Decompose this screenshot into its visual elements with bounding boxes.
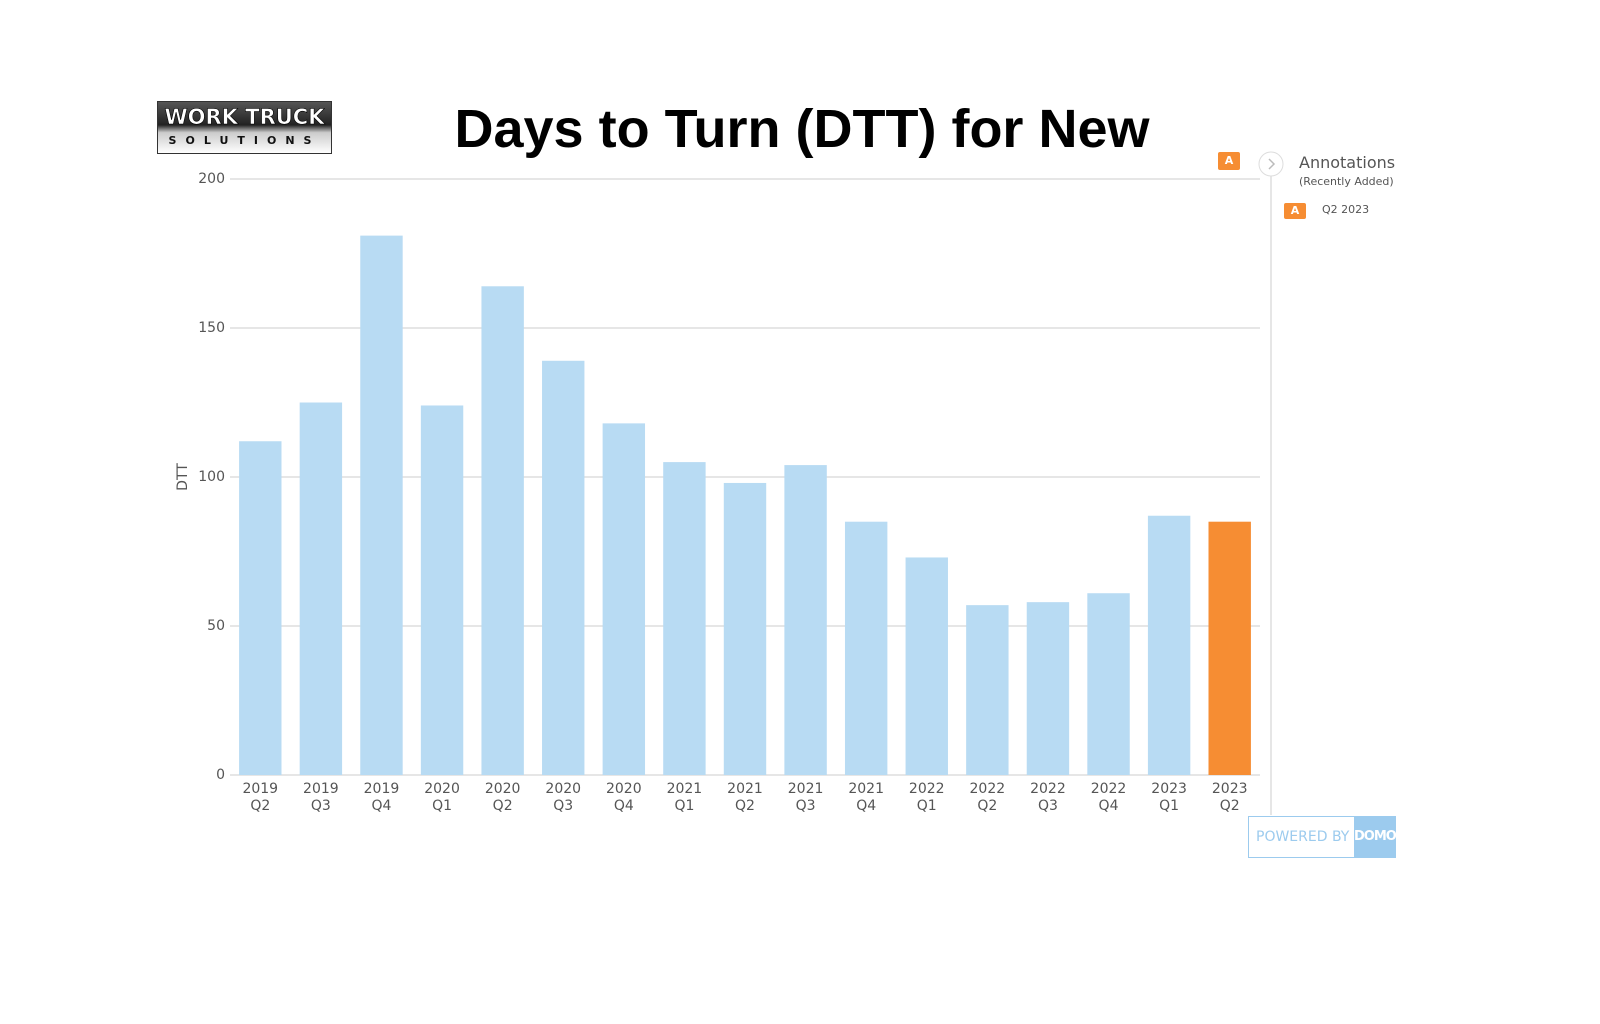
annotation-flag[interactable]: A [1218, 152, 1240, 170]
bar [1026, 602, 1070, 775]
bar [420, 405, 464, 775]
y-axis-label: DTT [175, 463, 191, 491]
annotations-subtitle: (Recently Added) [1299, 175, 1394, 188]
bar [1087, 593, 1130, 775]
x-tick-label: 2022 Q2 [969, 781, 1006, 814]
bar [844, 521, 888, 775]
x-tick-label: 2019 Q3 [303, 781, 339, 814]
y-tick-label: 0 [216, 767, 225, 783]
x-tick-label: 2019 Q4 [363, 781, 400, 814]
x-tick-label: 2022 Q3 [1030, 781, 1066, 814]
x-tick-label: 2020 Q1 [424, 781, 460, 814]
panel-toggle[interactable] [1258, 151, 1284, 177]
bar [1208, 521, 1251, 775]
annotation-badge[interactable]: A [1284, 203, 1306, 219]
x-tick-label: 2019 Q2 [242, 781, 279, 814]
x-tick-label: 2020 Q2 [484, 781, 521, 814]
bar [602, 423, 646, 775]
bar [784, 465, 827, 775]
bar [723, 482, 767, 775]
logo-line1: WORK TRUCK [164, 105, 325, 130]
y-tick-label: 150 [198, 320, 225, 336]
panel-toggle-icon [1268, 158, 1276, 170]
bar [239, 441, 282, 775]
bar [360, 235, 403, 775]
annotation-item[interactable]: Q2 2023 [1322, 203, 1370, 216]
powered-by[interactable]: POWERED BY DOMO [1248, 816, 1397, 858]
x-tick-label: 2021 Q2 [727, 781, 763, 814]
bar [1147, 515, 1191, 775]
y-tick-label: 100 [198, 469, 225, 485]
y-tick-label: 200 [198, 171, 225, 187]
x-tick-label: 2022 Q1 [908, 781, 945, 814]
bar [299, 402, 343, 775]
x-tick-label: 2020 Q3 [545, 781, 582, 814]
powered-by-text: POWERED BY [1256, 829, 1350, 845]
chart-title: Days to Turn (DTT) for New [454, 99, 1150, 159]
x-tick-label: 2023 Q1 [1151, 781, 1187, 814]
x-tick-label: 2020 Q4 [605, 781, 642, 814]
x-tick-label: 2021 Q4 [848, 781, 884, 814]
logo: WORK TRUCK SOLUTIONS [157, 101, 332, 154]
y-tick-label: 50 [207, 618, 225, 634]
brand: DOMO [1354, 817, 1397, 857]
bar [663, 462, 706, 775]
bar [905, 557, 948, 775]
x-tick-label: 2022 Q4 [1090, 781, 1127, 814]
x-tick-label: 2021 Q3 [787, 781, 824, 814]
x-tick-label: 2021 Q1 [666, 781, 703, 814]
bar [542, 360, 585, 775]
bar [966, 605, 1009, 775]
annotations-title: Annotations [1299, 153, 1396, 172]
bar [481, 286, 524, 775]
x-tick-label: 2023 Q2 [1211, 781, 1248, 814]
logo-line2: SOLUTIONS [168, 134, 321, 147]
